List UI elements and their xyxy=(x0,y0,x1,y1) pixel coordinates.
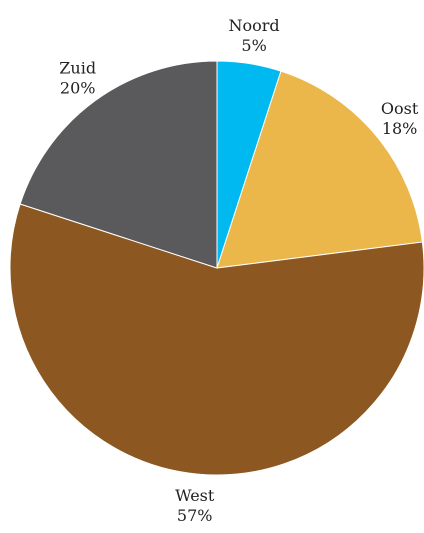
pie-label-value: 18% xyxy=(382,119,418,138)
pie-slices xyxy=(9,60,424,476)
pie-labels: Noord 5% Oost 18% West 57% Zuid 20% xyxy=(59,16,419,525)
pie-label-noord: Noord 5% xyxy=(229,16,280,55)
pie-slice-zuid xyxy=(19,60,218,269)
pie-label-value: 57% xyxy=(177,506,213,525)
pie-label-name: Oost xyxy=(381,99,419,118)
pie-label-value: 5% xyxy=(241,36,266,55)
pie-label-name: Zuid xyxy=(59,58,96,77)
pie-label-west: West 57% xyxy=(175,486,215,525)
pie-slice-west xyxy=(9,203,424,476)
pie-label-zuid: Zuid 20% xyxy=(59,58,96,97)
pie-label-name: West xyxy=(175,486,215,505)
pie-label-name: Noord xyxy=(229,16,280,35)
pie-label-oost: Oost 18% xyxy=(381,99,419,138)
pie-label-value: 20% xyxy=(60,78,96,97)
pie-slice-oost xyxy=(216,70,423,269)
